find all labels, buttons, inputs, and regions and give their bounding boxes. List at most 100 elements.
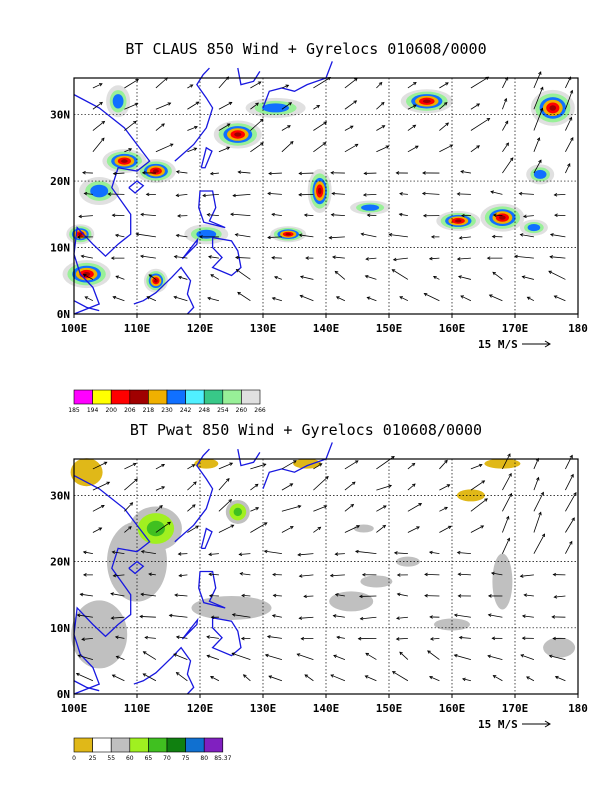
field-blob (112, 94, 124, 109)
wind-vector (335, 553, 345, 555)
wind-vector (92, 481, 110, 491)
panel2-title: BT Pwat 850 Wind + Gyrelocs 010608/0000 (129, 421, 483, 439)
wind-arrowhead (298, 616, 303, 620)
wind-arrowhead (490, 190, 494, 194)
wind-arrowhead (112, 573, 117, 578)
wind-arrowhead (325, 476, 329, 480)
wind-arrowhead (567, 163, 571, 167)
wind-arrowhead (350, 503, 355, 508)
wind-vector (519, 193, 534, 195)
wind-arrowhead (412, 483, 416, 487)
wind-vector (396, 637, 408, 640)
wind-arrowhead (80, 254, 85, 259)
wind-vector (148, 573, 156, 576)
wind-vector (355, 550, 377, 555)
wind-arrowhead (297, 552, 301, 557)
wind-arrowhead (330, 171, 334, 175)
wind-arrowhead (573, 491, 577, 496)
wind-vector (458, 276, 471, 280)
wind-vector (493, 675, 503, 682)
wind-arrowhead (478, 463, 483, 468)
wind-vector (430, 637, 440, 640)
wind-arrowhead (195, 101, 200, 105)
wind-vector (209, 573, 219, 576)
wind-arrowhead (330, 674, 335, 678)
colorbar-label: 70 (163, 755, 171, 762)
wind-vector (565, 455, 573, 470)
wind-arrowhead (318, 463, 323, 467)
wind-arrowhead (169, 143, 174, 147)
wind-vector (250, 522, 268, 533)
wind-arrowhead (298, 192, 302, 197)
wind-vector (124, 103, 138, 110)
x-tick-label: 140E (313, 322, 340, 335)
wind-arrowhead (570, 137, 574, 141)
wind-arrowhead (552, 572, 557, 577)
wind-arrowhead (521, 275, 526, 279)
wind-arrowhead (536, 137, 541, 141)
wind-arrowhead (161, 123, 165, 127)
wind-arrowhead (134, 102, 139, 107)
wind-arrowhead (540, 491, 544, 496)
wind-arrowhead (229, 462, 234, 466)
wind-arrowhead (267, 191, 271, 196)
scale-arrowhead (544, 720, 551, 728)
wind-arrowhead (323, 505, 328, 509)
wind-arrowhead (538, 511, 542, 516)
wind-arrowhead (520, 654, 525, 658)
wind-arrowhead (259, 118, 264, 123)
wind-vector (376, 485, 392, 491)
wind-arrowhead (509, 157, 514, 161)
wind-arrowhead (506, 515, 510, 520)
scale-label: 15 M/S (478, 338, 518, 351)
coastline (200, 146, 213, 169)
wind-arrowhead (115, 275, 120, 279)
wind-arrowhead (443, 102, 448, 106)
coastline (73, 300, 100, 312)
wind-vector (140, 616, 156, 618)
wind-vector (187, 504, 196, 512)
y-tick-label: 10N (50, 622, 70, 635)
wind-vector (427, 650, 440, 660)
wind-arrowhead (134, 478, 138, 482)
wind-vector (300, 276, 314, 280)
wind-vector (236, 269, 251, 280)
wind-arrowhead (487, 654, 492, 659)
wind-vector (187, 481, 197, 491)
wind-vector (174, 594, 188, 597)
wind-vector (218, 76, 229, 89)
wind-vector (407, 145, 419, 153)
wind-arrowhead (396, 592, 401, 597)
wind-vector (313, 142, 326, 153)
wind-vector (407, 526, 420, 533)
field-blob (146, 520, 165, 537)
wind-vector (470, 498, 488, 512)
wind-vector (533, 159, 542, 174)
wind-vector (533, 512, 542, 533)
wind-arrowhead (453, 653, 458, 658)
wind-vector (389, 234, 408, 238)
wind-arrowhead (381, 125, 386, 129)
colorbar-label: 65 (145, 755, 153, 762)
x-tick-label: 140E (313, 702, 340, 715)
wind-arrowhead (303, 213, 308, 217)
wind-arrowhead (110, 592, 114, 596)
wind-vector (84, 296, 94, 302)
wind-vector (313, 526, 321, 533)
wind-vector (124, 463, 137, 470)
wind-arrowhead (289, 483, 294, 487)
wind-vector (554, 595, 566, 598)
colorbar-swatch (92, 737, 112, 753)
wind-arrowhead (75, 672, 80, 677)
wind-arrowhead (235, 255, 239, 260)
wind-arrowhead (228, 101, 233, 106)
wind-vector (210, 676, 220, 682)
wind-vector (265, 654, 283, 660)
wind-arrowhead (521, 614, 526, 618)
wind-vector (145, 636, 156, 639)
wind-vector (267, 192, 282, 195)
wind-arrowhead (538, 71, 542, 75)
wind-arrowhead (82, 170, 86, 175)
wind-vector (407, 124, 416, 131)
field-blob (233, 507, 242, 517)
